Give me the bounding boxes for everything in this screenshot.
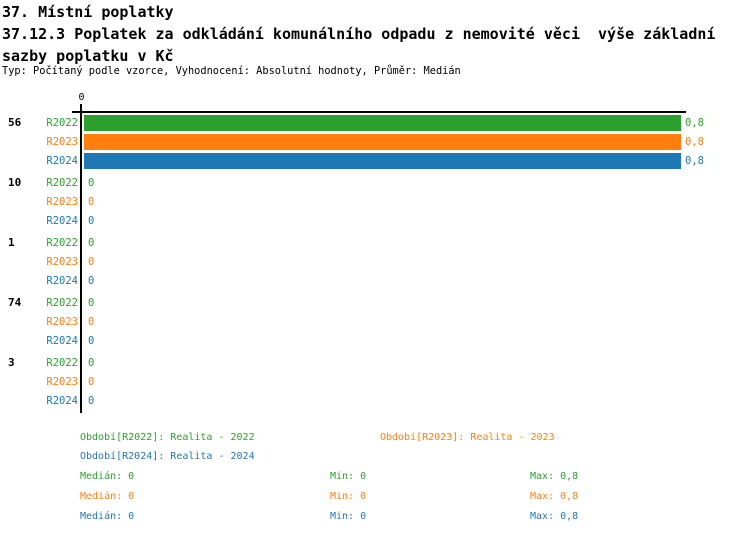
stat-median-r2024: Medián: 0 — [80, 511, 135, 522]
bar-value: 0 — [88, 297, 95, 309]
bar-row: R2024 0 — [40, 333, 681, 349]
series-label: R2024 — [46, 395, 78, 407]
bar-row: R2024 0 — [40, 393, 681, 409]
bar-row: R2022 0,8 — [40, 115, 704, 131]
chart-meta-info: Typ: Počítaný podle vzorce, Vyhodnocení:… — [2, 65, 461, 77]
stat-min-r2024: Min: 0 — [330, 511, 367, 522]
bar-r2022 — [84, 115, 681, 131]
series-label: R2022 — [46, 117, 78, 129]
series-label: R2024 — [46, 215, 78, 227]
bar-row: R2022 0 — [40, 235, 681, 251]
bar-row: R2024 0 — [40, 273, 681, 289]
series-label: R2023 — [46, 256, 78, 268]
chart-subtitle-line1: 37.12.3 Poplatek za odkládání komunálníh… — [2, 25, 716, 43]
chart-subtitle-line2: sazby poplatku v Kč — [2, 47, 174, 65]
group-label: 1 — [8, 236, 15, 249]
group-label: 10 — [8, 176, 22, 189]
bar-row: R2023 0,8 — [40, 134, 704, 150]
group-label: 74 — [8, 296, 22, 309]
group-label: 3 — [8, 356, 15, 369]
stat-min-r2022: Min: 0 — [330, 471, 367, 482]
series-label: R2022 — [46, 297, 78, 309]
bar-row: R2022 0 — [40, 355, 681, 371]
x-axis-line — [72, 111, 686, 113]
bar-value: 0,8 — [685, 136, 704, 148]
stat-median-r2022: Medián: 0 — [80, 471, 135, 482]
series-label: R2024 — [46, 275, 78, 287]
bar-value: 0 — [88, 376, 95, 388]
bar-row: R2024 0,8 — [40, 153, 704, 169]
series-label: R2023 — [46, 196, 78, 208]
stat-max-r2024: Max: 0,8 — [530, 511, 579, 522]
bar-row: R2022 0 — [40, 295, 681, 311]
page-title: 37. Místní poplatky — [2, 3, 174, 21]
bar-value: 0 — [88, 215, 95, 227]
bar-row: R2023 0 — [40, 314, 681, 330]
bar-value: 0,8 — [685, 155, 704, 167]
bar-row: R2023 0 — [40, 254, 681, 270]
series-label: R2022 — [46, 177, 78, 189]
legend-period-r2023: Období[R2023]: Realita - 2023 — [380, 432, 555, 443]
series-label: R2023 — [46, 376, 78, 388]
stat-max-r2022: Max: 0,8 — [530, 471, 579, 482]
bar-value: 0 — [88, 196, 95, 208]
bar-r2024 — [84, 153, 681, 169]
bar-row: R2022 0 — [40, 175, 681, 191]
bar-value: 0 — [88, 256, 95, 268]
bar-value: 0 — [88, 395, 95, 407]
bar-row: R2023 0 — [40, 374, 681, 390]
bar-value: 0 — [88, 275, 95, 287]
series-label: R2022 — [46, 357, 78, 369]
series-label: R2023 — [46, 316, 78, 328]
bar-value: 0 — [88, 357, 95, 369]
bar-value: 0,8 — [685, 117, 704, 129]
series-label: R2023 — [46, 136, 78, 148]
bar-value: 0 — [88, 316, 95, 328]
stat-max-r2023: Max: 0,8 — [530, 491, 579, 502]
y-axis-line — [80, 104, 82, 413]
bar-row: R2024 0 — [40, 213, 681, 229]
bar-value: 0 — [88, 237, 95, 249]
stat-min-r2023: Min: 0 — [330, 491, 367, 502]
legend-period-r2024: Období[R2024]: Realita - 2024 — [80, 451, 255, 462]
series-label: R2024 — [46, 335, 78, 347]
group-label: 56 — [8, 116, 22, 129]
bar-value: 0 — [88, 335, 95, 347]
legend-period-r2022: Období[R2022]: Realita - 2022 — [80, 432, 255, 443]
bar-r2023 — [84, 134, 681, 150]
bar-row: R2023 0 — [40, 194, 681, 210]
series-label: R2022 — [46, 237, 78, 249]
series-label: R2024 — [46, 155, 78, 167]
x-axis-tick-label: 0 — [78, 92, 85, 103]
bar-value: 0 — [88, 177, 95, 189]
stat-median-r2023: Medián: 0 — [80, 491, 135, 502]
